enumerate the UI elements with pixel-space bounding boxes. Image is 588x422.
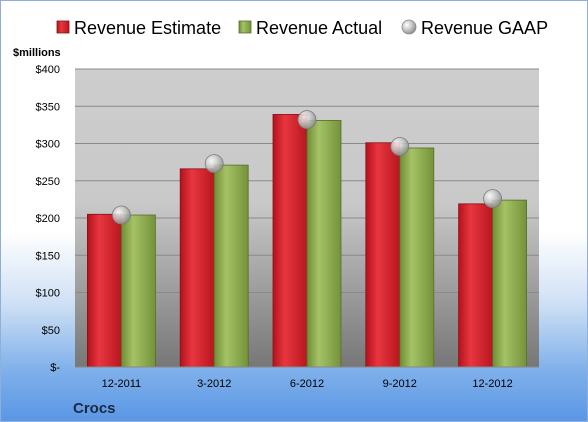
bar-actual	[492, 199, 528, 368]
y-tick-label: $150	[36, 250, 60, 262]
bar-estimate	[458, 203, 494, 368]
y-tick-label: $200	[36, 213, 60, 225]
gaap-marker	[112, 205, 131, 225]
gaap-marker	[297, 110, 317, 130]
bar-actual	[306, 120, 342, 368]
bar-estimate	[365, 142, 401, 368]
y-tick-label: $-	[50, 362, 60, 374]
y-tick-label: $400	[36, 64, 60, 76]
x-tick-label: 12-2012	[472, 378, 512, 390]
bars	[87, 114, 528, 368]
y-axis-ticks: $400 $350 $300 $250 $200 $150 $100 $50 $-	[36, 64, 61, 374]
company-name: Crocs	[73, 400, 116, 417]
y-tick-label: $50	[42, 325, 60, 337]
y-tick-label: $250	[36, 176, 60, 188]
y-tick-label: $350	[36, 101, 60, 113]
bar-actual	[213, 164, 249, 368]
legend-label-gaap: Revenue GAAP	[421, 18, 548, 38]
gaap-marker	[483, 189, 503, 209]
y-tick-label: $300	[36, 139, 60, 151]
legend-swatch-actual	[238, 20, 252, 34]
x-tick-label: 9-2012	[383, 378, 417, 390]
bar-actual	[121, 214, 156, 368]
legend-label-actual: Revenue Actual	[256, 18, 382, 38]
x-axis-ticks: 12-2011 3-2012 6-2012 9-2012 12-2012	[102, 378, 513, 390]
legend: Revenue Estimate Revenue Actual Revenue …	[56, 18, 548, 38]
x-tick-label: 12-2011	[102, 378, 142, 390]
bar-estimate	[87, 213, 122, 368]
gaap-markers	[112, 110, 503, 225]
gaap-marker	[390, 137, 410, 156]
bar-estimate	[272, 114, 308, 368]
y-tick-label: $100	[36, 288, 60, 300]
x-tick-label: 3-2012	[197, 378, 231, 390]
y-unit-label: $millions	[13, 47, 61, 59]
gaap-marker	[204, 154, 224, 174]
legend-label-estimate: Revenue Estimate	[74, 18, 221, 38]
x-tick-label: 6-2012	[290, 378, 324, 390]
legend-swatch-estimate	[56, 20, 70, 34]
bar-actual	[399, 147, 435, 368]
legend-marker-gaap	[401, 19, 417, 35]
bar-estimate	[179, 168, 215, 368]
